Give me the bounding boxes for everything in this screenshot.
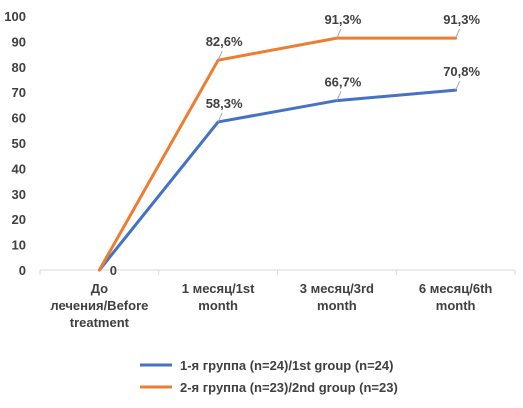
data-label: 91,3% bbox=[443, 12, 480, 27]
data-label: 82,6% bbox=[206, 34, 243, 49]
label-leader bbox=[217, 50, 223, 61]
y-tick-label: 30 bbox=[12, 187, 26, 202]
y-tick-label: 0 bbox=[19, 263, 26, 278]
label-leader bbox=[336, 28, 342, 39]
label-leader bbox=[217, 112, 223, 123]
label-leader bbox=[455, 28, 461, 39]
data-labels: 0 58,3% 66,7% 70,8% 82,6% 91,3% 91,3% bbox=[110, 12, 481, 278]
y-tick-label: 70 bbox=[12, 85, 26, 100]
y-tick-label: 20 bbox=[12, 212, 26, 227]
y-tick-label: 90 bbox=[12, 34, 26, 49]
x-axis: До лечения/Before treatment 1 месяц/1st mont… bbox=[39, 269, 516, 330]
y-tick-label: 60 bbox=[12, 111, 26, 126]
x-category-label: 3 месяц/3rd month bbox=[300, 281, 374, 313]
legend-label-1: 1-я группа (n=24)/1st group (n=24) bbox=[180, 358, 393, 373]
data-label: 0 bbox=[110, 263, 117, 278]
x-category-label: До лечения/Before treatment bbox=[50, 281, 148, 330]
legend-label-2: 2-я группа (n=23)/2nd group (n=23) bbox=[180, 380, 398, 395]
data-label: 70,8% bbox=[443, 64, 480, 79]
legend: 1-я группа (n=24)/1st group (n=24) 2-я гр… bbox=[140, 358, 398, 395]
y-tick-label: 80 bbox=[12, 60, 26, 75]
y-axis: 0 10 20 30 40 50 60 70 80 90 100 bbox=[4, 9, 26, 278]
label-leader bbox=[455, 80, 461, 91]
y-tick-label: 50 bbox=[12, 136, 26, 151]
data-label: 66,7% bbox=[324, 75, 361, 90]
series-line-1 bbox=[97, 88, 458, 272]
series-lines bbox=[97, 36, 458, 272]
y-tick-label: 40 bbox=[12, 161, 26, 176]
y-tick-label: 10 bbox=[12, 238, 26, 253]
series-line-2 bbox=[97, 36, 458, 272]
label-leader bbox=[336, 91, 342, 101]
x-category-label: 6 месяц/6th month bbox=[419, 281, 492, 313]
data-label: 91,3% bbox=[324, 12, 361, 27]
x-category-label: 1 месяц/1st month bbox=[182, 281, 255, 313]
data-label: 58,3% bbox=[206, 96, 243, 111]
y-tick-label: 100 bbox=[4, 9, 26, 24]
